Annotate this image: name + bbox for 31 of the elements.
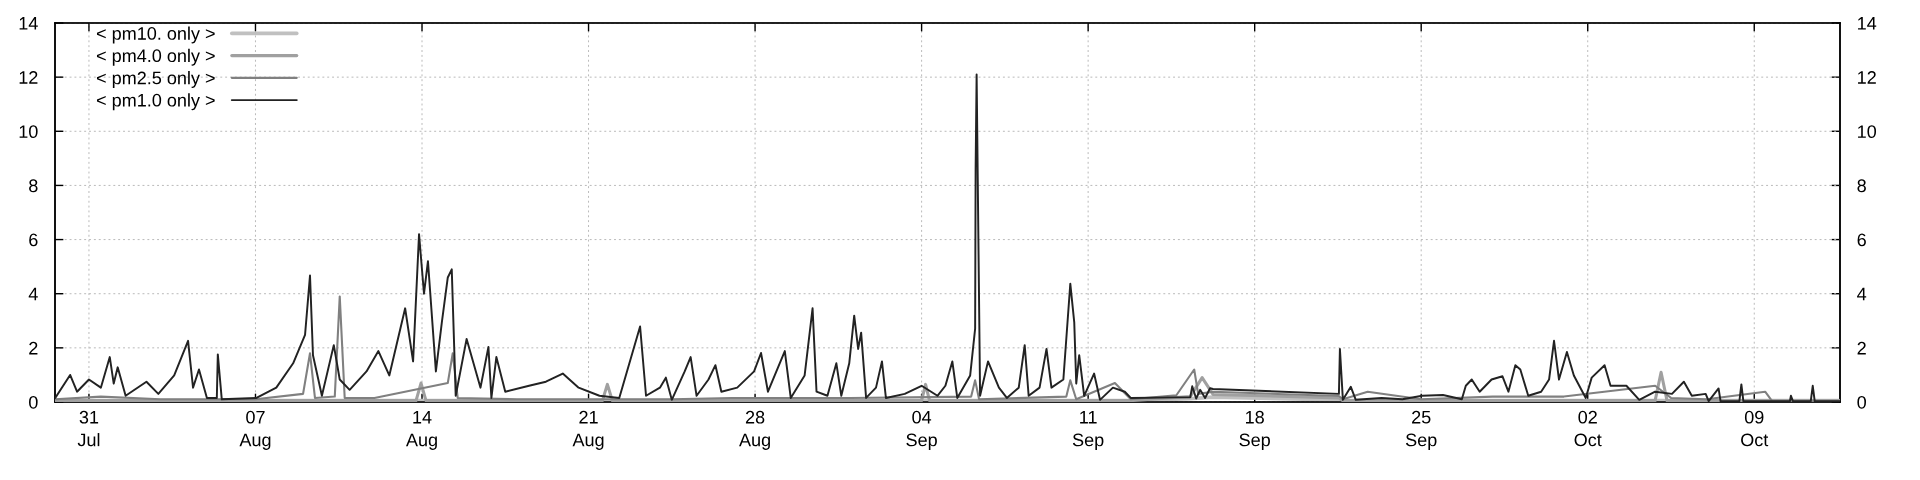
y2-tick-label: 14 — [1858, 17, 1877, 30]
x-tick-label: 07 Aug — [239, 410, 271, 450]
x-tick-label: 11 Sep — [1072, 411, 1104, 450]
x-tick-label: 18 Sep — [1239, 410, 1270, 450]
y2-tick-label: 10 — [1858, 125, 1877, 139]
y-tick-label: 6 — [29, 233, 38, 247]
y2-tick-label: 12 — [1858, 71, 1876, 84]
y-tick-label: 8 — [29, 179, 38, 193]
y-tick-label: 2 — [29, 341, 38, 355]
x-tick-label: 28 Aug — [739, 410, 770, 450]
x-tick-label: 21 Aug — [572, 410, 604, 450]
y2-tick-label: 4 — [1857, 287, 1867, 301]
y-tick-label: 0 — [29, 395, 38, 409]
x-tick-label: 25 Sep — [1405, 410, 1437, 450]
y2-tick-label: 8 — [1857, 179, 1866, 193]
legend-label: < pm1.0 only > — [96, 93, 215, 111]
x-tick-label: 09 Oct — [1741, 410, 1769, 447]
y-tick-label: 14 — [19, 17, 38, 30]
y2-tick-label: 2 — [1857, 341, 1866, 355]
x-tick-label: 02 Oct — [1574, 410, 1602, 447]
legend-label: < pm4.0 only > — [96, 48, 215, 66]
y-tick-label: 10 — [19, 125, 38, 139]
y-tick-label: 12 — [19, 71, 38, 84]
legend-label: < pm2.5 only > — [96, 71, 215, 88]
legend-label: < pm10. only > — [96, 26, 215, 44]
x-tick-label: 14 Aug — [405, 411, 437, 450]
x-tick-label: 04 Sep — [906, 410, 937, 450]
y2-tick-label: 0 — [1857, 395, 1866, 409]
y2-tick-label: 6 — [1857, 233, 1866, 247]
y-tick-label: 4 — [28, 287, 38, 301]
x-tick-label: 31 Jul — [77, 410, 100, 447]
